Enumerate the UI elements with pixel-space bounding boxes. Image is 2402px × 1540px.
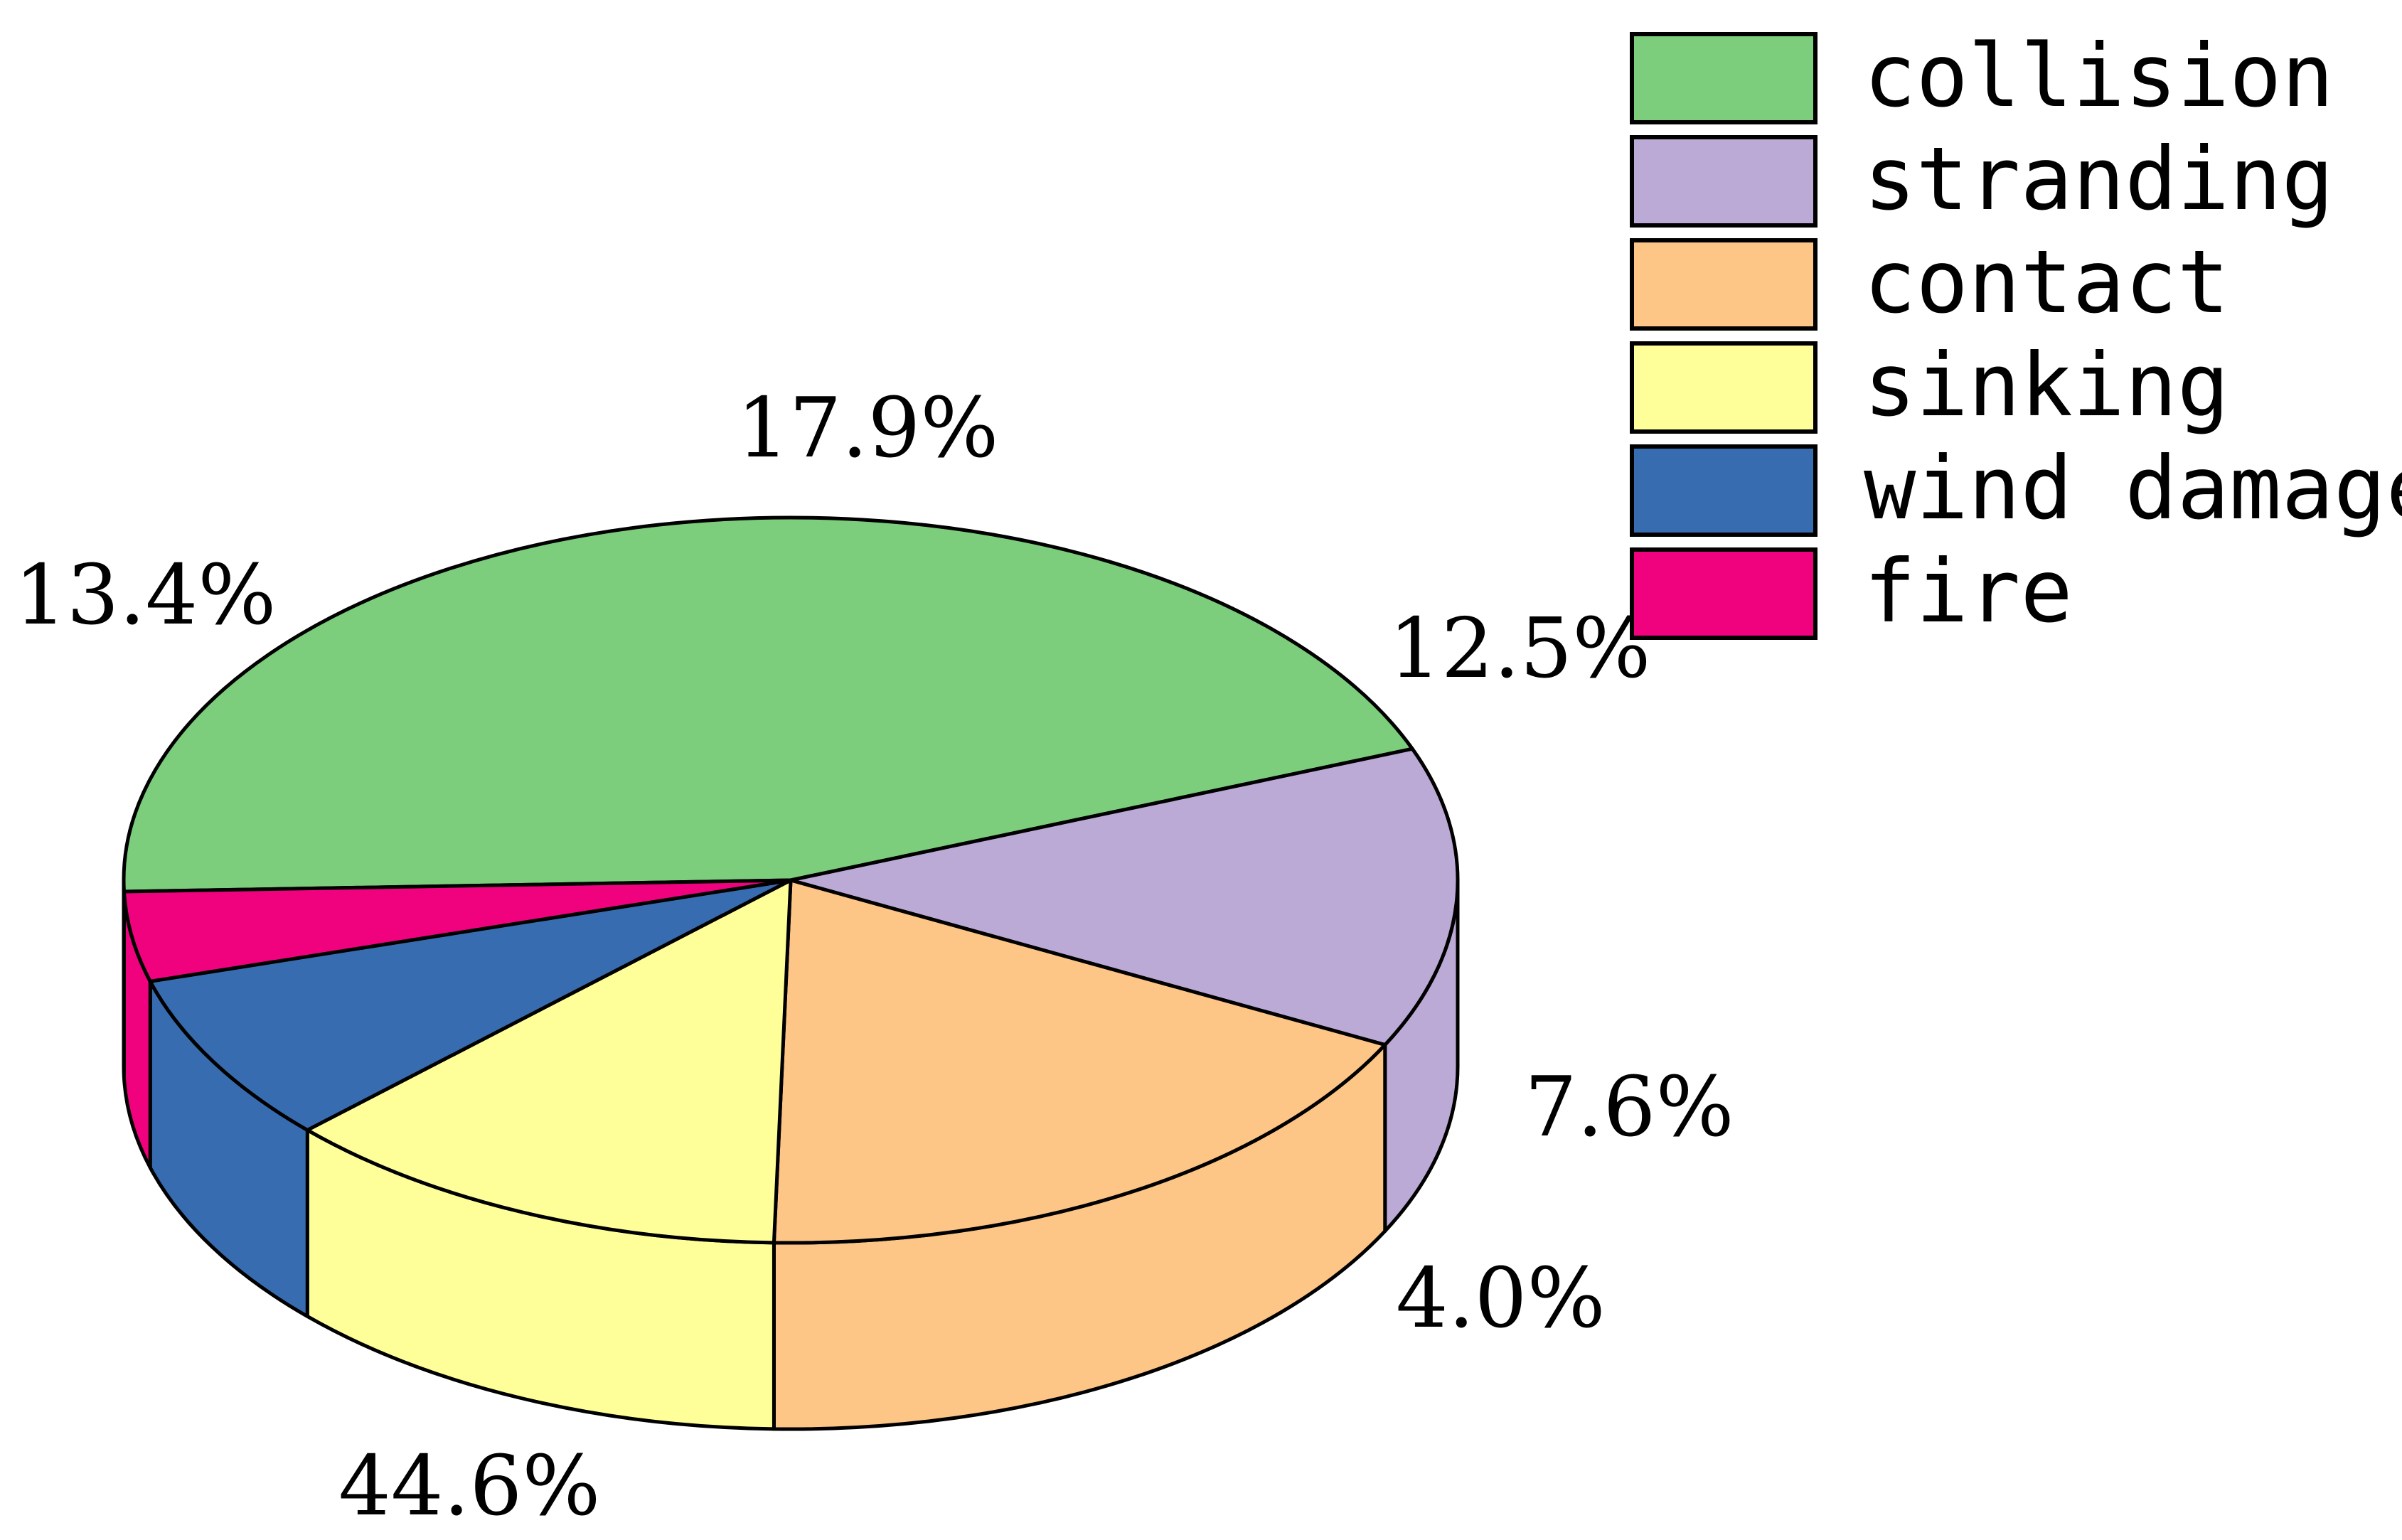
- pie-top: [122, 515, 1460, 1245]
- pie-slice-stranding: [789, 747, 1460, 1047]
- pie-sides: [122, 878, 1460, 1431]
- legend-label-contact: contact: [1864, 232, 2229, 333]
- legend-label-wind-damage: wind damage: [1864, 438, 2402, 539]
- pie-slice-contact: [772, 878, 1387, 1245]
- legend-swatch-sinking: [1630, 341, 1817, 434]
- legend-label-fire: fire: [1864, 541, 2073, 642]
- pie-data-labels: 44.6% 13.4% 17.9% 12.5% 7.6% 4.0%: [14, 380, 1734, 1534]
- pie-slice-wind-damage: [148, 878, 793, 1132]
- legend-swatch-contact: [1630, 238, 1817, 331]
- pie-slice-collision: [122, 515, 1414, 894]
- legend-swatch-wind-damage: [1630, 444, 1817, 537]
- pie-slice-sinking: [305, 878, 793, 1245]
- data-label-wind-damage: 7.6%: [1525, 1059, 1734, 1155]
- pie-slice-fire: [122, 878, 793, 983]
- legend-label-stranding: stranding: [1864, 129, 2334, 230]
- legend-swatch-stranding: [1630, 135, 1817, 228]
- data-label-fire: 4.0%: [1396, 1251, 1606, 1347]
- legend-swatch-collision: [1630, 32, 1817, 124]
- legend-label-collision: collision: [1864, 26, 2334, 127]
- data-label-sinking: 12.5%: [1389, 601, 1651, 697]
- data-label-contact: 17.9%: [737, 380, 999, 476]
- legend-swatch-fire: [1630, 547, 1817, 640]
- data-label-collision: 44.6%: [338, 1438, 601, 1534]
- legend-label-sinking: sinking: [1864, 335, 2229, 436]
- data-label-stranding: 13.4%: [14, 547, 277, 643]
